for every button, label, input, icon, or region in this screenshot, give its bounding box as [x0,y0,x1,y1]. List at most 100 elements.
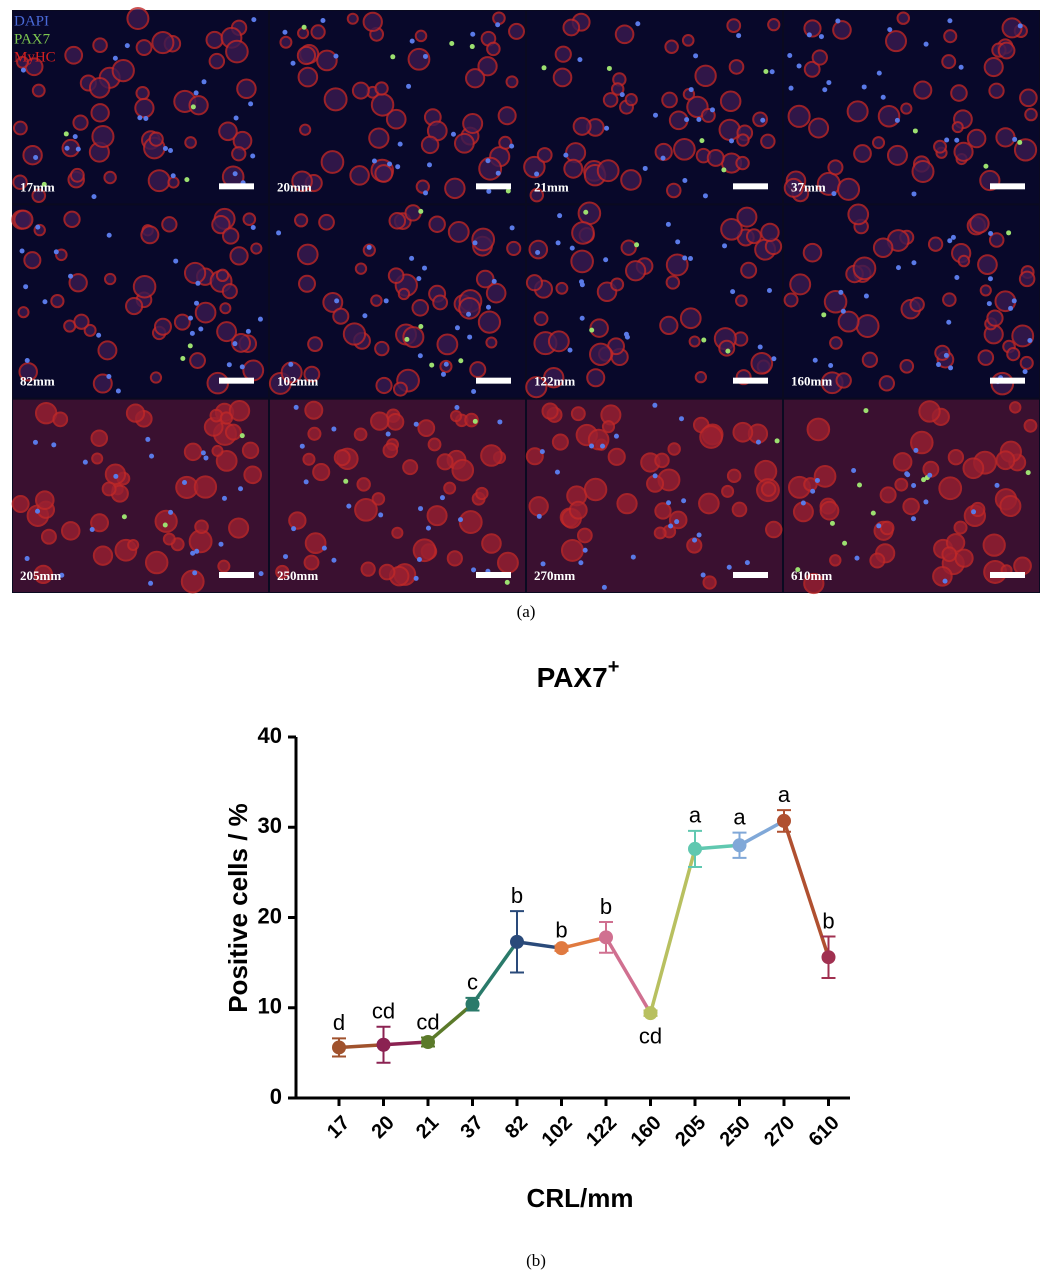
cell [449,409,463,423]
cell [184,136,197,149]
cell [942,292,957,307]
nucleus [1017,23,1023,29]
cell [296,45,317,66]
cell [218,121,238,142]
cell [90,513,110,533]
point [554,941,569,956]
cell [614,24,635,45]
cell [144,550,169,575]
cell [162,532,176,546]
nucleus [911,260,917,266]
cell [673,137,696,161]
nucleus [121,514,127,520]
cell [698,492,720,515]
cell [806,417,831,442]
cell [217,559,231,573]
nucleus [293,404,299,410]
nucleus [106,374,112,380]
nucleus [634,242,640,248]
significance-letter: c [467,970,478,995]
significance-letter: a [733,804,746,829]
nucleus [693,53,699,59]
cell [149,371,163,384]
nucleus [416,556,422,562]
nucleus [194,300,200,306]
nucleus [987,276,993,282]
nucleus [239,364,245,370]
cell [243,465,262,485]
nucleus [450,131,456,137]
cell [869,552,886,569]
cell [97,340,118,361]
cell [52,411,69,428]
cell [872,136,886,150]
nucleus [910,516,916,522]
cell [432,294,449,311]
nucleus [466,311,472,317]
cell [533,311,549,327]
cell [913,80,933,100]
cell [228,517,250,539]
nucleus [635,21,641,27]
cell [304,532,327,554]
nucleus [828,363,834,369]
point [821,950,836,965]
nucleus [509,143,515,149]
nucleus [577,57,583,63]
cell [879,486,897,504]
cell [477,56,498,77]
nucleus [32,439,38,445]
nucleus [954,137,960,143]
nucleus [423,190,429,196]
nucleus [678,416,684,422]
cell [219,411,234,425]
nucleus [769,69,775,75]
cell [982,533,1006,557]
cell [469,361,487,379]
nucleus [682,255,688,261]
nucleus [806,32,812,38]
nucleus [75,146,81,152]
tile-label: 17mm [20,179,55,194]
cell [68,273,88,293]
cell [323,87,348,112]
nucleus [418,208,424,214]
caption-b: (b) [526,1251,546,1270]
line-segment [648,848,697,1014]
nucleus [486,188,492,194]
cell [296,243,319,266]
cell [279,35,293,49]
cell [231,146,247,162]
cell [475,486,489,501]
cell [529,187,545,203]
nucleus [426,162,432,168]
nucleus [383,298,389,304]
nucleus [994,482,1000,488]
cell [877,104,901,128]
nucleus [725,348,731,354]
cell [528,496,549,517]
nucleus [362,313,368,319]
nucleus [469,44,475,50]
cell [351,81,370,100]
nucleus [406,83,412,89]
cell [1018,270,1036,288]
nucleus [536,513,542,519]
cell [667,442,681,456]
nucleus [822,87,828,93]
nucleus [106,232,112,238]
nucleus [41,181,47,187]
nucleus [600,443,606,449]
cell [397,287,411,301]
significance-letter: d [333,1010,345,1035]
cell [371,492,386,506]
cell [353,427,368,442]
nucleus [943,352,949,358]
cell [620,169,642,191]
cell [451,458,475,482]
cell [189,352,206,369]
nucleus [233,115,239,121]
nucleus [579,315,585,321]
cell [215,449,238,472]
